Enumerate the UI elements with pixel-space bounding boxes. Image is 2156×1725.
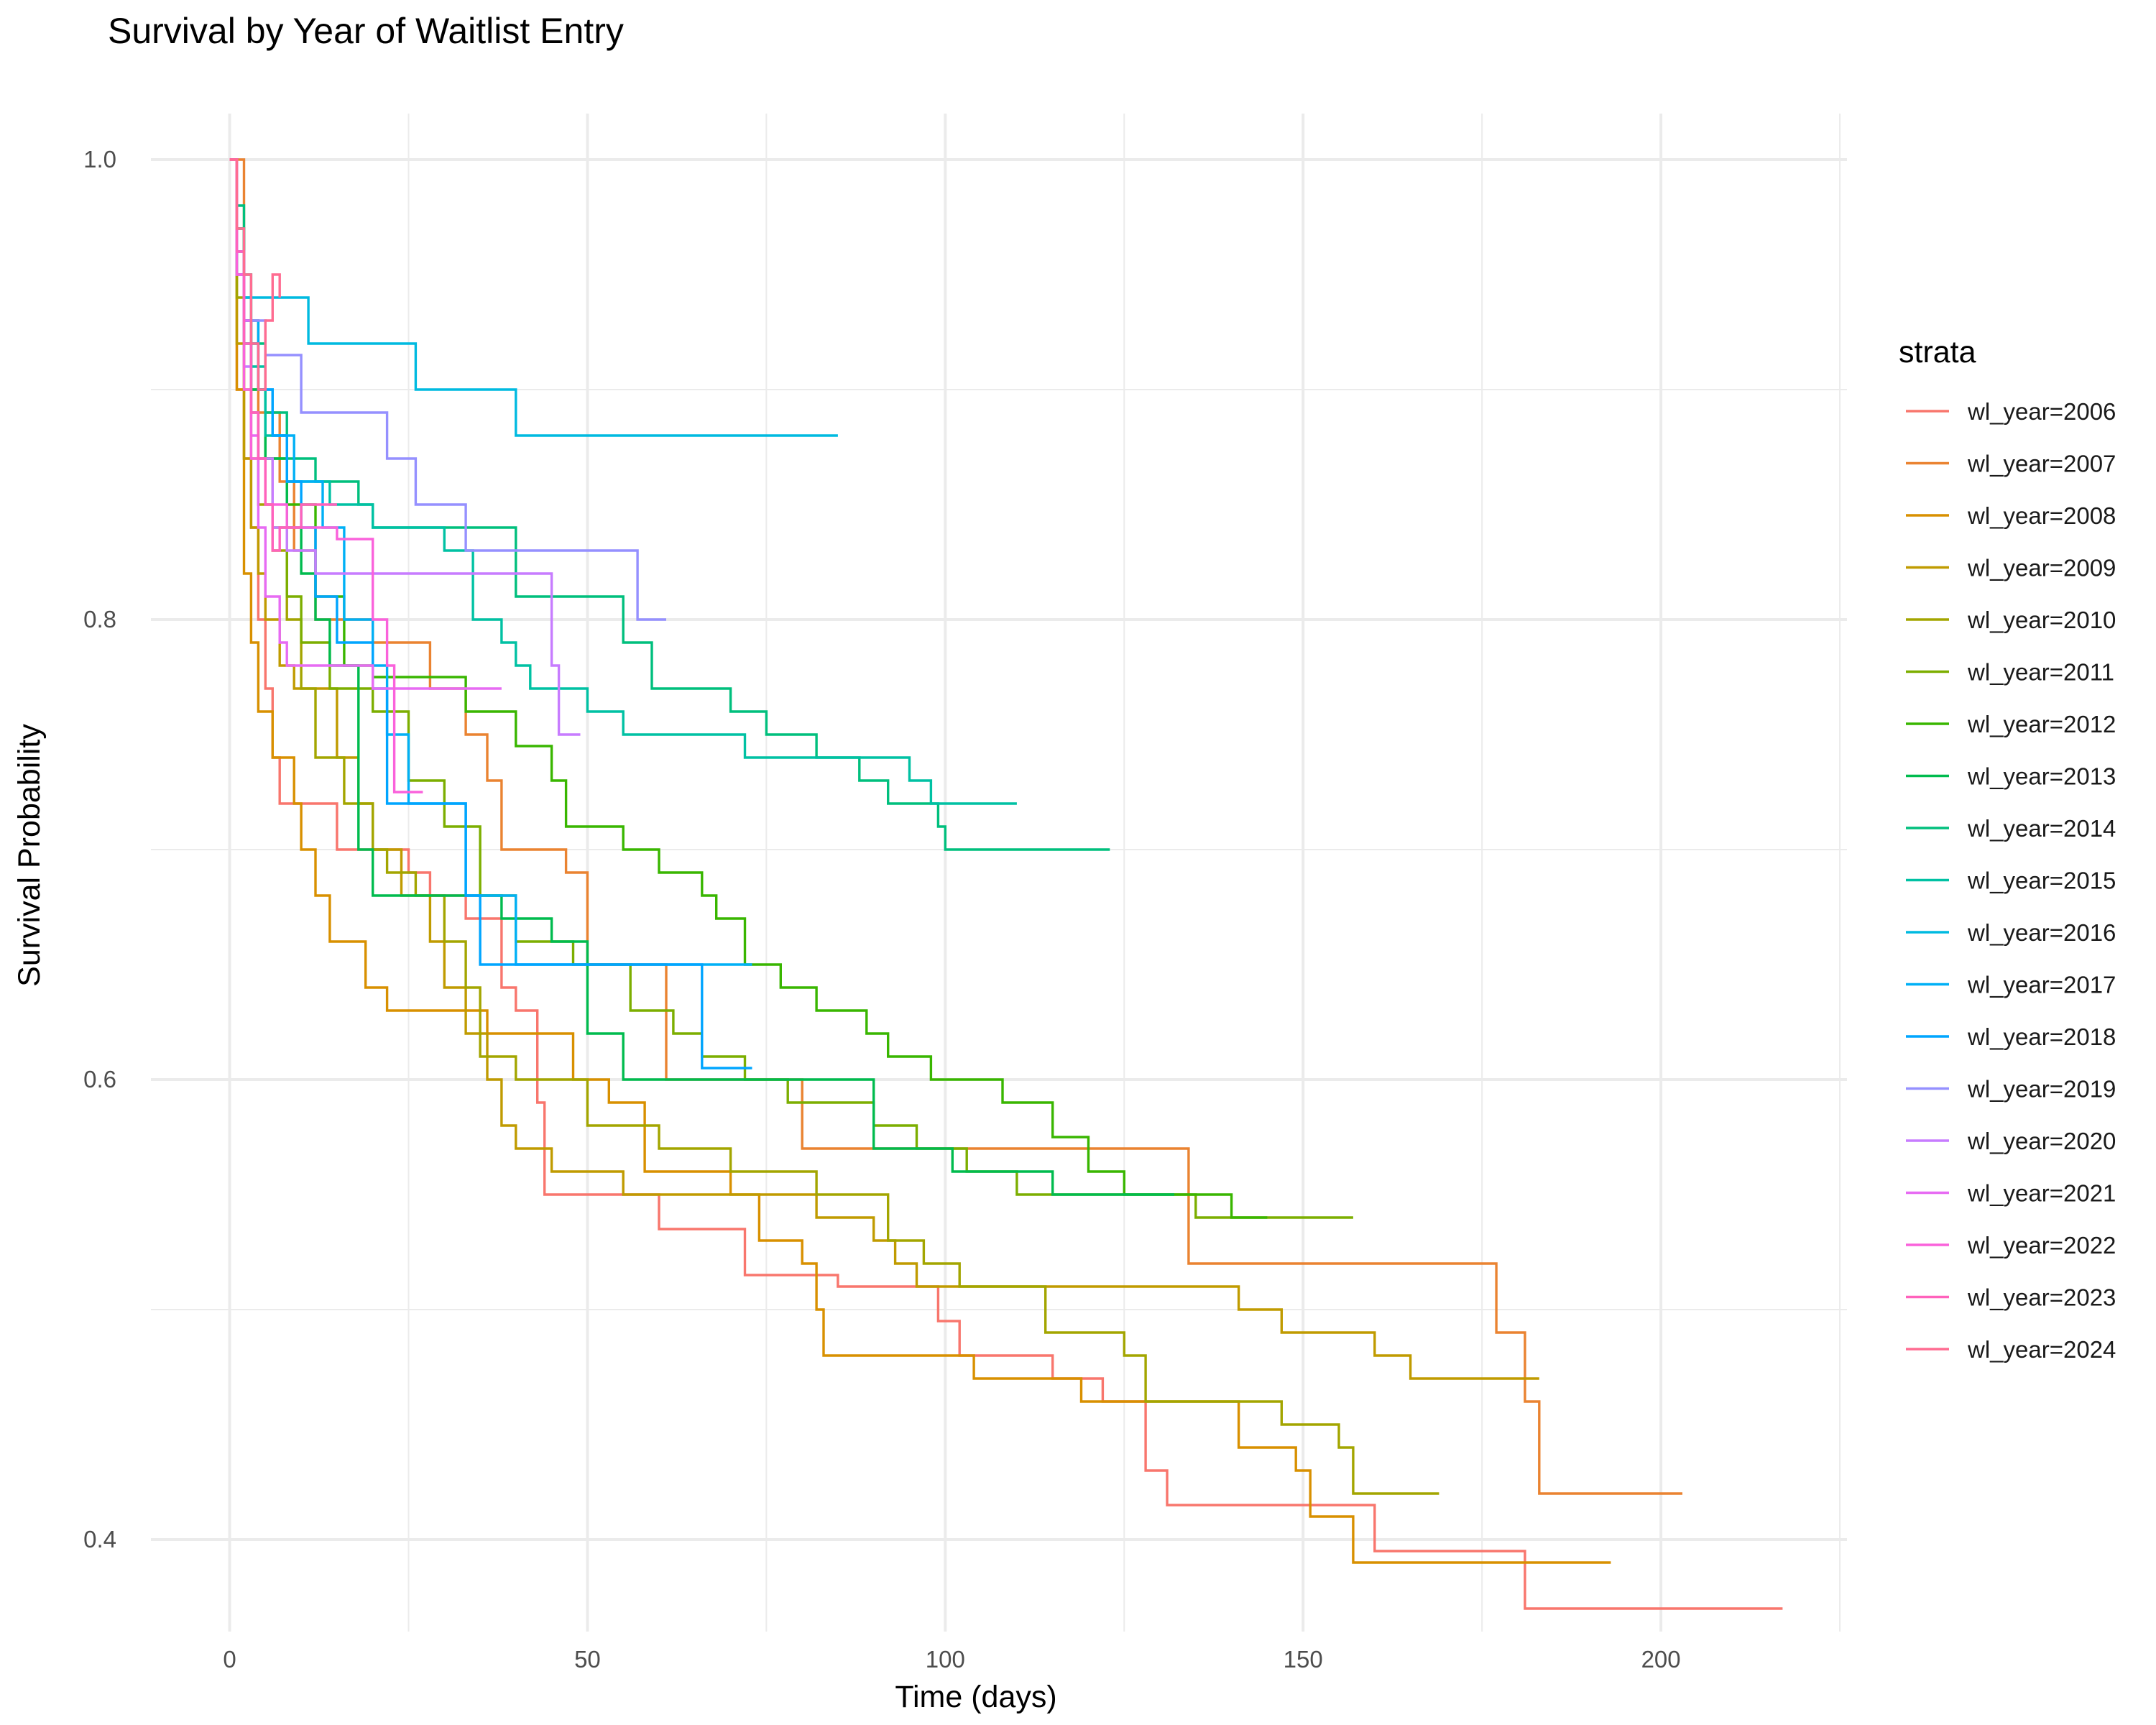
legend-label: wl_year=2016 [1967,919,2116,946]
legend-label: wl_year=2017 [1967,972,2116,998]
legend-label: wl_year=2012 [1967,711,2116,737]
y-tick-label: 1.0 [83,146,116,172]
series-line-wl-year-2006 [229,158,1783,1610]
legend: strata wl_year=2006wl_year=2007wl_year=2… [1899,335,2116,1363]
series-line-wl-year-2024 [229,158,281,391]
legend-label: wl_year=2014 [1967,815,2116,842]
legend-title: strata [1899,335,1976,369]
legend-label: wl_year=2007 [1967,451,2116,477]
legend-label: wl_year=2021 [1967,1180,2116,1207]
series-line-wl-year-2016 [229,158,838,437]
legend-label: wl_year=2019 [1967,1076,2116,1103]
series-line-wl-year-2018 [229,158,752,1070]
y-axis-ticks: 0.4 0.6 0.8 1.0 [83,146,116,1552]
legend-label: wl_year=2008 [1967,502,2116,529]
x-tick-label: 50 [574,1646,601,1673]
series-line-wl-year-2017 [229,158,752,966]
legend-label: wl_year=2020 [1967,1128,2116,1154]
series-line-wl-year-2010 [229,158,1439,1495]
series-line-wl-year-2008 [229,158,1611,1564]
legend-label: wl_year=2024 [1967,1336,2116,1363]
legend-items: wl_year=2006 wl_year=2007 wl_year=2008 wl_y… [1906,398,2116,1363]
legend-label: wl_year=2006 [1967,398,2116,425]
series-line-wl-year-2007 [229,158,1682,1495]
y-axis-title: Survival Probability [12,724,47,987]
x-tick-label: 0 [223,1646,236,1673]
legend-label: wl_year=2013 [1967,763,2116,790]
legend-label: wl_year=2018 [1967,1024,2116,1050]
y-tick-label: 0.4 [83,1526,116,1552]
series-line-wl-year-2020 [229,158,581,736]
series-line-wl-year-2021 [229,158,502,690]
legend-label: wl_year=2015 [1967,868,2116,894]
x-tick-label: 200 [1641,1646,1681,1673]
legend-label: wl_year=2023 [1967,1284,2116,1311]
legend-label: wl_year=2022 [1967,1232,2116,1259]
x-axis-ticks: 0 50 100 150 200 [223,1646,1680,1673]
series-layer [229,158,1783,1610]
legend-label: wl_year=2010 [1967,607,2116,633]
series-line-wl-year-2015 [229,158,1017,805]
legend-label: wl_year=2009 [1967,555,2116,581]
grid-layer [151,114,1847,1632]
x-tick-label: 100 [926,1646,965,1673]
legend-label: wl_year=2011 [1967,659,2114,686]
series-line-wl-year-2013 [229,158,1174,1196]
chart-title: Survival by Year of Waitlist Entry [108,11,624,51]
x-axis-title: Time (days) [895,1680,1056,1714]
x-tick-label: 150 [1284,1646,1323,1673]
y-tick-label: 0.8 [83,606,116,632]
y-tick-label: 0.6 [83,1066,116,1092]
